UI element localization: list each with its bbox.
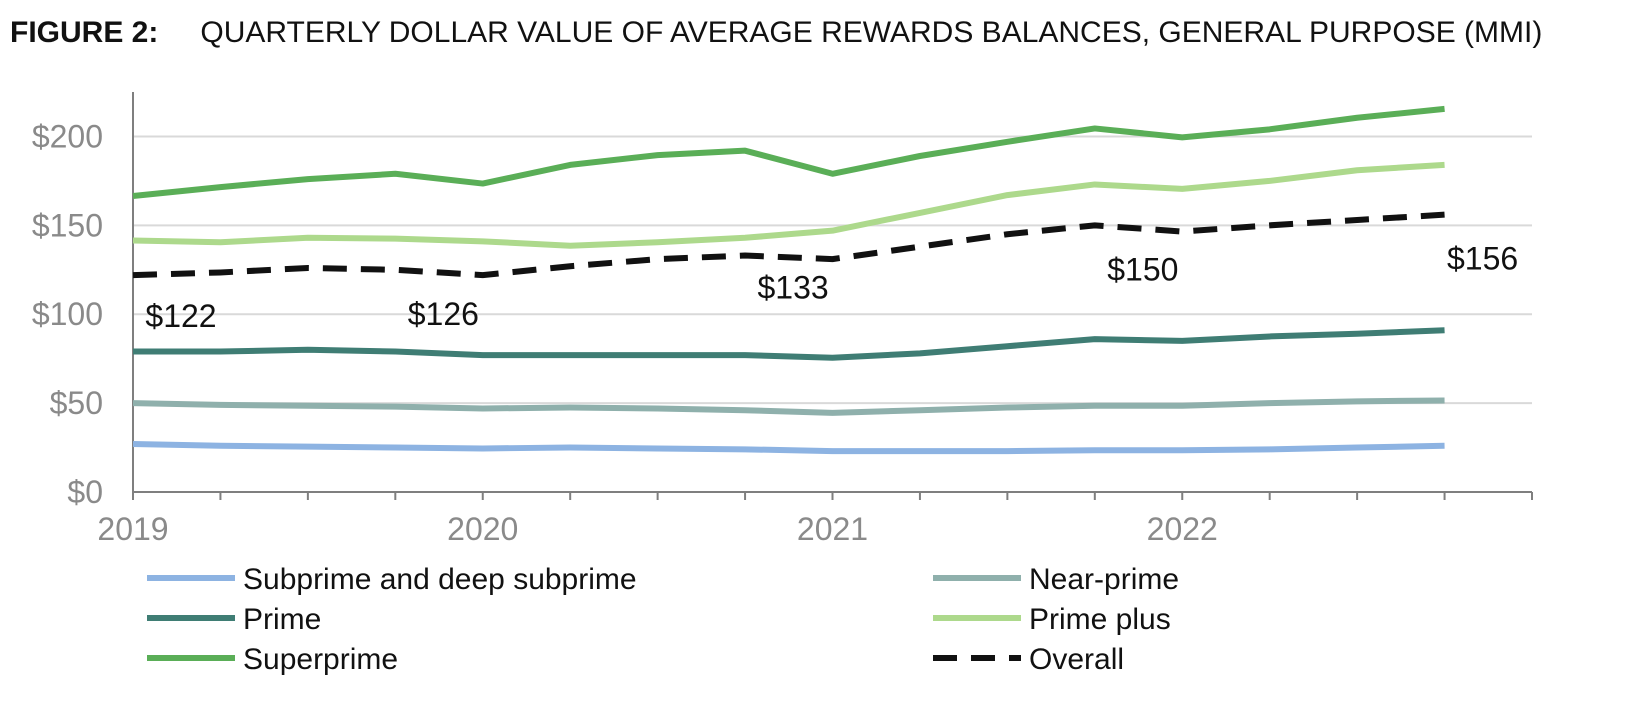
series-line-near-prime [132,397,1445,416]
legend-label-prime-plus: Prime plus [1029,603,1171,636]
series-lines [132,105,1445,455]
data-label: $156 [1447,241,1518,277]
y-tick-label: $50 [50,385,103,421]
series-line-prime [133,327,1445,361]
legend: Subprime and deep subprime Near-prime Prim… [147,563,1179,676]
y-tick-label: $200 [32,118,103,154]
data-label: $133 [757,270,828,306]
series-line-prime-plus [132,161,1445,249]
legend-label-superprime: Superprime [243,643,398,676]
x-tick-label: 2020 [447,511,518,547]
series-line-superprime [132,105,1445,199]
legend-label-near-prime: Near-prime [1029,563,1179,596]
y-tick-label: $150 [32,207,103,243]
x-tick-label: 2022 [1147,511,1218,547]
axes: $0 $50 $100 $150 $200 2019 2020 2021 2022 [32,92,1533,547]
x-tick-label: 2021 [797,511,868,547]
data-label: $126 [408,296,479,332]
figure-title-text: QUARTERLY DOLLAR VALUE OF AVERAGE REWARD… [200,16,1543,49]
y-tick-label: $0 [67,474,103,510]
series-line-overall [132,211,1445,279]
legend-label-prime: Prime [243,603,321,636]
figure-label: FIGURE 2: [10,16,159,49]
data-label: $150 [1107,251,1178,287]
series-line-subprime-and-deep-subprime [132,441,1445,455]
legend-label-overall: Overall [1029,643,1124,676]
data-labels: $122 $126 $133 $150 $156 [145,241,1518,334]
x-tick-label: 2019 [97,511,168,547]
data-label: $122 [145,298,216,334]
y-tick-label: $100 [32,296,103,332]
legend-label-subprime-and-deep-subprime: Subprime and deep subprime [243,563,637,596]
chart-title: FIGURE 2: QUARTERLY DOLLAR VALUE OF AVERA… [10,16,1542,50]
